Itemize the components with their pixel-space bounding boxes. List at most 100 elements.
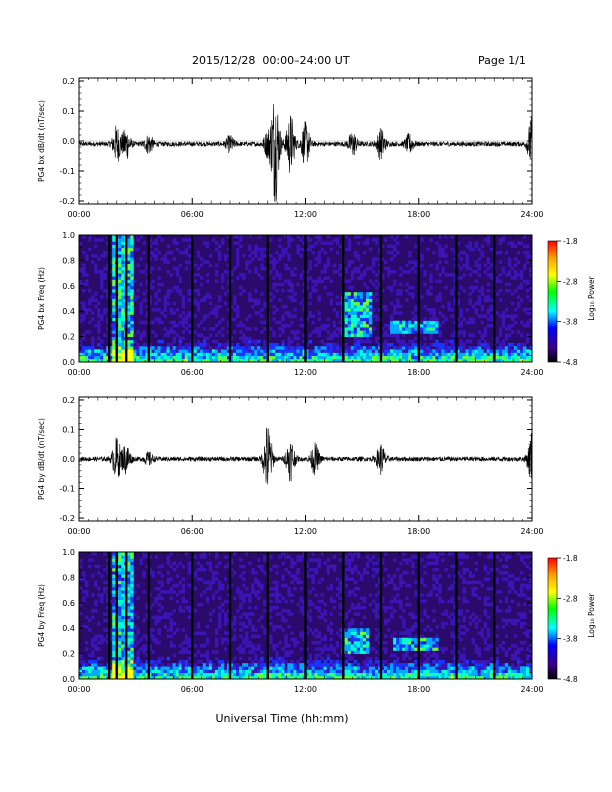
spectrogram-cell	[97, 621, 101, 626]
spectrogram-cell	[82, 301, 86, 306]
spectrogram-cell	[121, 339, 125, 344]
spectrogram-cell	[91, 637, 95, 642]
spectrogram-cell	[275, 349, 279, 353]
spectrogram-cell	[254, 634, 258, 639]
spectrogram-cell	[293, 333, 297, 337]
spectrogram-cell	[347, 304, 352, 309]
spectrogram-cell	[269, 346, 273, 350]
spectrogram-cell	[384, 583, 388, 588]
spectrogram-cell	[136, 355, 140, 360]
spectrogram-cell	[145, 355, 149, 360]
spectrogram-cell	[347, 669, 352, 674]
spectrogram-cell	[208, 327, 213, 331]
spectrogram-cell	[371, 561, 376, 566]
spectrogram-cell	[166, 577, 170, 581]
spectrogram-cell	[196, 577, 201, 581]
spectrogram-cell	[393, 631, 397, 635]
spectrogram-cell	[251, 634, 255, 639]
spectrogram-cell	[187, 650, 192, 654]
spectrogram-cell	[130, 336, 134, 341]
spectrogram-cell	[184, 346, 189, 350]
spectrogram-cell	[507, 241, 512, 245]
spectrogram-cell	[287, 352, 291, 357]
spectrogram-cell	[193, 571, 198, 575]
spectrogram-cell	[323, 352, 328, 357]
spectrogram-cell	[296, 235, 300, 239]
spectrogram-cell	[353, 269, 358, 274]
spectrogram-cell	[148, 631, 152, 635]
spectrogram-cell	[127, 653, 131, 658]
spectrogram-cell	[248, 339, 252, 344]
spectrogram-cell	[350, 285, 355, 290]
spectrogram-cell	[226, 342, 231, 347]
spectrogram-cell	[311, 567, 315, 572]
spectrogram-cell	[335, 342, 340, 347]
spectrogram-cell	[112, 304, 116, 309]
spectrogram-cell	[305, 669, 309, 674]
spectrogram-cell	[251, 346, 255, 350]
spectrogram-cell	[217, 304, 222, 309]
spectrogram-cell	[106, 634, 110, 639]
spectrogram-cell	[242, 663, 246, 667]
spectrogram-cell	[290, 238, 294, 242]
spectrogram-cell	[245, 349, 249, 353]
spectrogram-cell	[501, 320, 506, 325]
spectrogram-cell	[145, 266, 149, 271]
spectrogram-cell	[151, 355, 155, 360]
spectrogram-cell	[396, 599, 400, 604]
spectrogram-cell	[365, 561, 370, 566]
spectrogram-cell	[522, 355, 527, 360]
spectrogram-cell	[130, 257, 134, 261]
spectrogram-cell	[160, 615, 164, 620]
spectrogram-cell	[103, 675, 107, 680]
spectrogram-cell	[251, 663, 255, 667]
spectrogram-cell	[519, 358, 524, 363]
spectrogram-cell	[257, 669, 261, 674]
spectrogram-cell	[245, 631, 249, 635]
spectrogram-cell	[112, 295, 116, 299]
spectrogram-cell	[223, 675, 228, 680]
spectrogram-cell	[181, 323, 186, 328]
spectrogram-cell	[510, 355, 515, 360]
spectrogram-cell	[205, 625, 210, 629]
spectrogram-cell	[396, 235, 400, 239]
spectrogram-cell	[498, 279, 503, 284]
spectrogram-cell	[290, 330, 294, 334]
spectrogram-cell	[384, 650, 388, 654]
spectrogram-cell	[239, 323, 243, 328]
spectrogram-cell	[121, 311, 125, 315]
spectrogram-cell	[193, 279, 198, 284]
spectrogram-cell	[166, 672, 170, 677]
spectrogram-cell	[217, 330, 222, 334]
spectrogram-cell	[205, 244, 210, 249]
data-gap	[342, 235, 345, 362]
spectrogram-cell	[175, 346, 180, 350]
spectrogram-cell	[323, 602, 328, 607]
spectrogram-cell	[160, 583, 164, 588]
spectrogram-cell	[435, 295, 439, 299]
spectrogram-cell	[411, 260, 415, 264]
spectrogram-cell	[278, 358, 282, 363]
spectrogram-cell	[359, 640, 364, 645]
spectrogram-cell	[175, 308, 180, 312]
spectrogram-cell	[362, 352, 367, 357]
spectrogram-cell	[245, 625, 249, 629]
spectrogram-cell	[432, 327, 436, 331]
spectrogram-cell	[359, 263, 364, 268]
spectrogram-cell	[242, 583, 246, 588]
spectrogram-cell	[293, 273, 297, 277]
spectrogram-cell	[85, 593, 89, 597]
spectrogram-cell	[299, 656, 303, 661]
spectrogram-cell	[254, 663, 258, 667]
spectrogram-cell	[302, 605, 306, 610]
spectrogram-cell	[317, 663, 321, 667]
spectrogram-cell	[254, 301, 258, 306]
spectrogram-cell	[368, 304, 373, 309]
spectrogram-cell	[314, 663, 318, 667]
spectrogram-cell	[278, 355, 282, 360]
spectrogram-cell	[311, 285, 315, 290]
spectrogram-cell	[245, 586, 249, 591]
spectrogram-cell	[405, 346, 409, 350]
spectrogram-cell	[368, 358, 373, 363]
spectrogram-cell	[223, 349, 228, 353]
